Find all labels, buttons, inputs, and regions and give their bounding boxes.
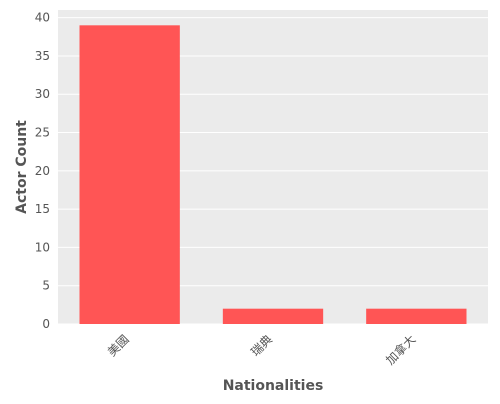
- y-tick-label: 15: [35, 202, 50, 216]
- x-tick-label: 加拿大: [382, 332, 418, 368]
- bar: [222, 308, 324, 324]
- y-tick-label: 20: [35, 164, 50, 178]
- y-tick-label: 5: [42, 279, 50, 293]
- y-tick-label: 0: [42, 317, 50, 331]
- bar: [79, 25, 180, 324]
- y-tick-label: 25: [35, 126, 50, 140]
- x-axis-label: Nationalities: [223, 378, 324, 394]
- y-tick-label: 30: [35, 87, 50, 101]
- y-axis-ticks: 0 5 10 15 20 25 30 35 40: [35, 11, 50, 331]
- bars: [79, 25, 467, 324]
- x-tick-label: 美國: [105, 332, 132, 359]
- bar: [366, 308, 467, 324]
- x-axis-ticks: 美國 瑞典 加拿大: [105, 332, 419, 368]
- y-tick-label: 10: [35, 240, 50, 254]
- x-tick-label: 瑞典: [248, 332, 275, 359]
- y-axis-label: Actor Count: [14, 120, 30, 214]
- y-tick-label: 40: [35, 11, 50, 25]
- y-tick-label: 35: [35, 49, 50, 63]
